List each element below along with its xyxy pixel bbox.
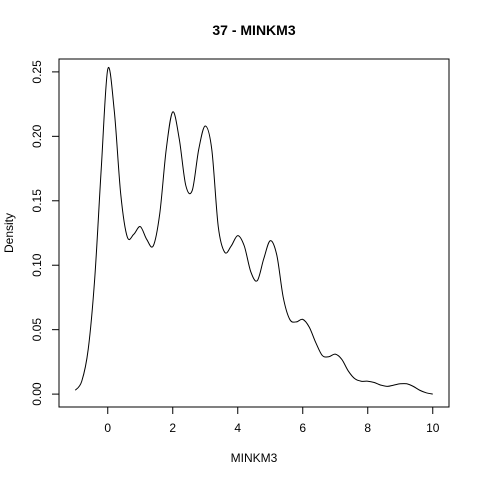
x-tick-label: 2 xyxy=(169,421,176,435)
density-curve xyxy=(74,66,433,395)
x-tick-label: 0 xyxy=(104,421,111,435)
x-tick-label: 4 xyxy=(234,421,241,435)
y-tick-label: 0.00 xyxy=(30,382,44,406)
x-axis-label: MINKM3 xyxy=(231,451,278,465)
x-tick-label: 10 xyxy=(426,421,440,435)
x-tick-label: 8 xyxy=(364,421,371,435)
y-axis-label: Density xyxy=(2,213,16,253)
y-tick-label: 0.20 xyxy=(30,124,44,148)
x-tick-label: 6 xyxy=(299,421,306,435)
y-axis: 0.00 0.05 0.10 0.15 0.20 0.25 xyxy=(30,60,60,406)
y-tick-label: 0.15 xyxy=(30,189,44,213)
y-tick-label: 0.10 xyxy=(30,253,44,277)
chart-title: 37 - MINKM3 xyxy=(212,22,295,38)
x-axis: 0 2 4 6 8 10 xyxy=(104,406,440,435)
plot-frame xyxy=(58,58,450,408)
y-tick-label: 0.25 xyxy=(30,60,44,84)
y-tick-label: 0.05 xyxy=(30,318,44,342)
